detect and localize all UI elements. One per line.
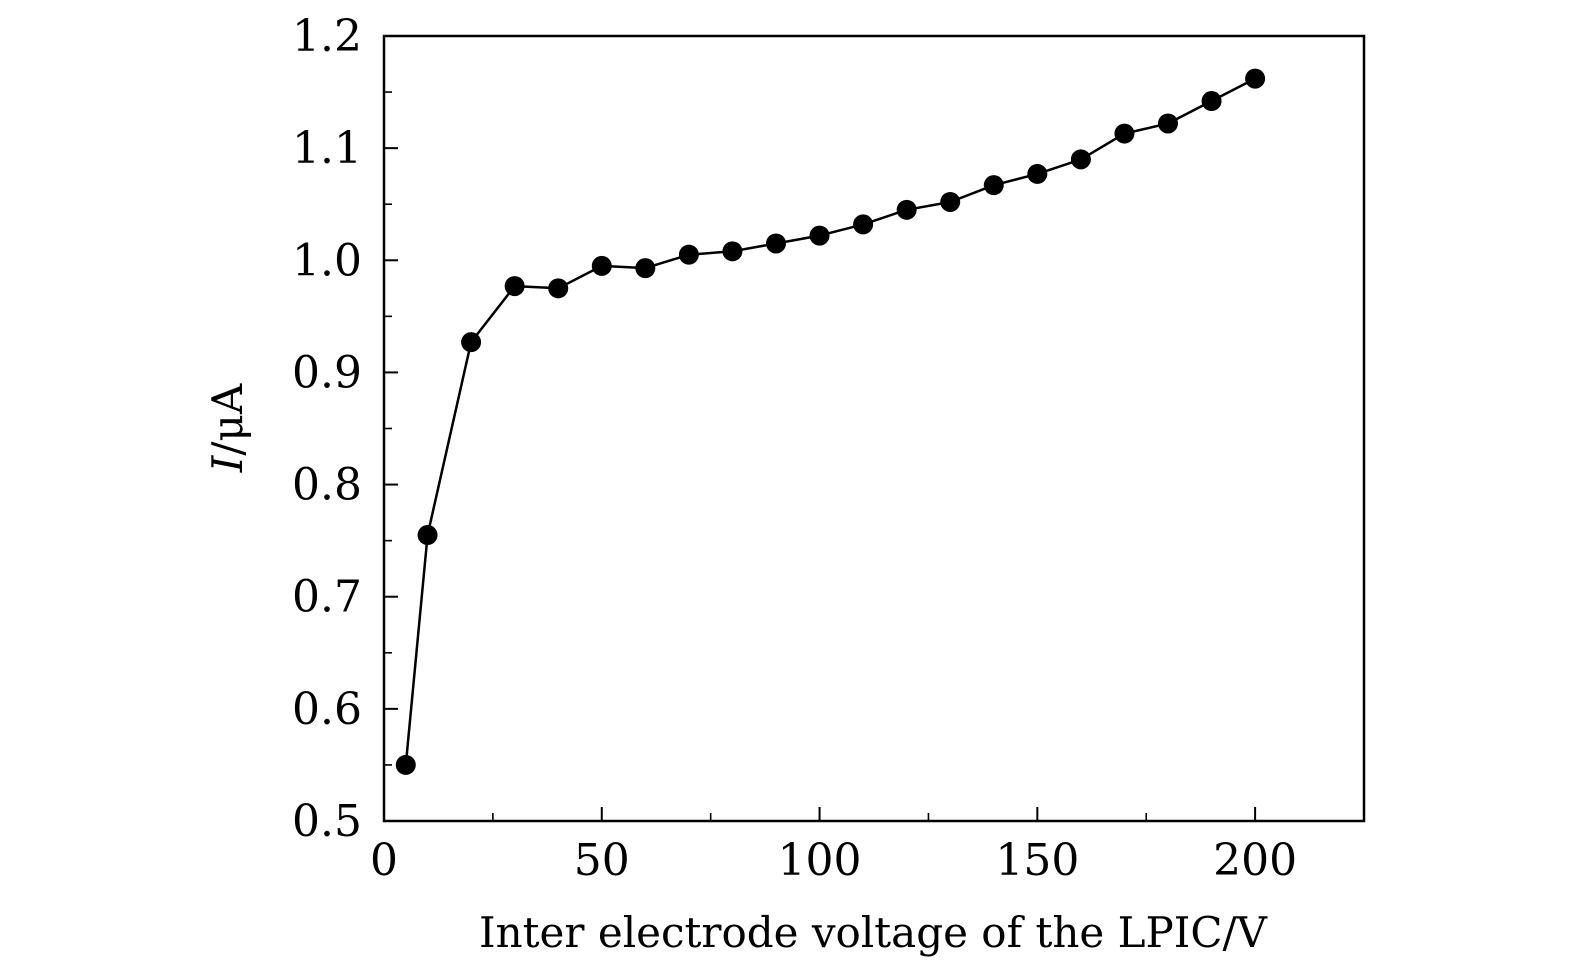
data-point bbox=[548, 278, 569, 299]
data-point bbox=[591, 255, 612, 276]
data-point bbox=[1158, 113, 1178, 134]
x-tick-label: 50 bbox=[574, 835, 630, 886]
data-point bbox=[809, 225, 830, 246]
y-axis-symbol: I bbox=[203, 454, 252, 473]
data-point bbox=[635, 258, 656, 279]
data-point bbox=[1070, 149, 1091, 170]
x-tick-label: 150 bbox=[995, 835, 1079, 886]
minor-ticks bbox=[384, 91, 1365, 821]
y-tick-labels: 0.5 0.6 0.7 0.8 0.9 1.0 1.1 1.2 bbox=[292, 11, 362, 847]
data-point bbox=[395, 754, 416, 775]
data-point bbox=[940, 191, 961, 212]
data-point bbox=[1201, 91, 1222, 112]
y-tick-label: 1.1 bbox=[292, 123, 362, 174]
data-point bbox=[853, 214, 874, 235]
data-point bbox=[504, 276, 525, 297]
major-ticks bbox=[383, 35, 1257, 822]
y-tick-label: 0.9 bbox=[292, 347, 362, 398]
x-axis-title: Inter electrode voltage of the LPIC/V bbox=[479, 908, 1268, 957]
data-point bbox=[1027, 163, 1048, 184]
data-point bbox=[896, 199, 917, 220]
data-point bbox=[1114, 123, 1135, 144]
y-tick-label: 0.7 bbox=[292, 572, 362, 623]
series-line bbox=[404, 77, 1256, 766]
data-point bbox=[678, 244, 699, 265]
data-point bbox=[461, 332, 482, 353]
x-tick-labels: 0 50 100 150 200 bbox=[370, 835, 1297, 886]
y-tick-label: 0.6 bbox=[292, 684, 362, 735]
data-point bbox=[766, 233, 786, 254]
y-tick-label: 1.0 bbox=[292, 235, 362, 286]
x-tick-label: 200 bbox=[1213, 835, 1297, 886]
y-tick-label: 0.8 bbox=[292, 460, 362, 511]
y-axis-title: I/μA bbox=[203, 383, 252, 473]
series-layer bbox=[395, 68, 1266, 775]
plot-frame bbox=[382, 34, 1366, 823]
y-axis-unit: /μA bbox=[203, 383, 252, 455]
y-tick-label: 1.2 bbox=[292, 11, 362, 62]
x-tick-label: 100 bbox=[778, 835, 862, 886]
data-point bbox=[722, 241, 743, 262]
x-tick-label: 0 bbox=[370, 835, 398, 886]
y-tick-label: 0.5 bbox=[292, 796, 362, 847]
data-point bbox=[417, 525, 438, 546]
data-point bbox=[983, 175, 1004, 196]
data-point bbox=[1245, 68, 1266, 89]
